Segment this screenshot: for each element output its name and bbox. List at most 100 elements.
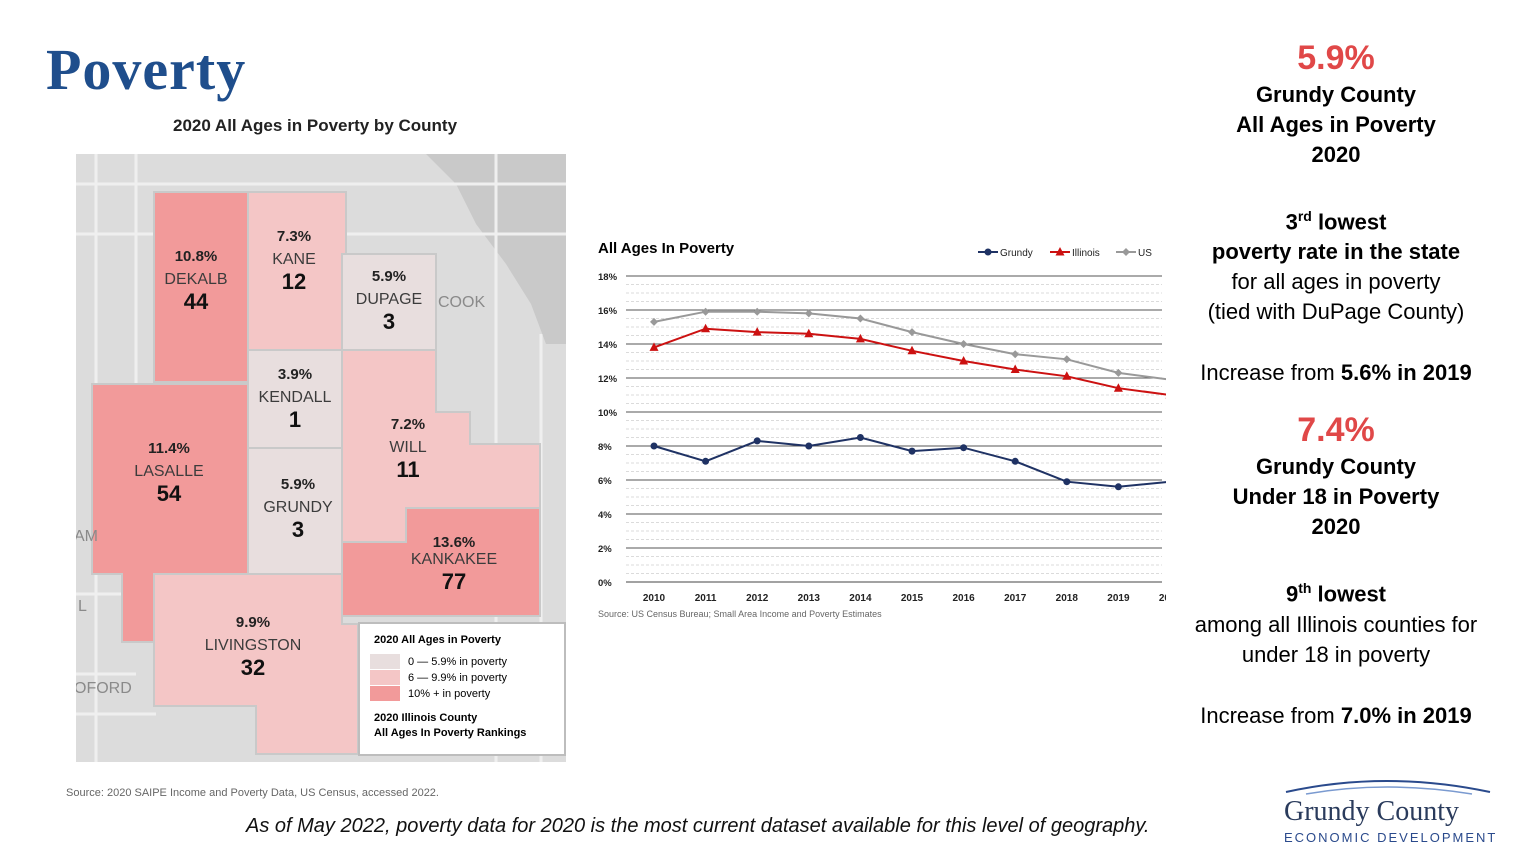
all-ages-line2: All Ages in Poverty (1236, 112, 1436, 137)
data-point-illinois (1010, 364, 1020, 373)
ghost-label-oford: OFORD (76, 680, 132, 697)
data-point-illinois (1062, 371, 1072, 380)
x-tick-label: 2010 (643, 593, 666, 604)
county-label-grundy: 5.9% GRUNDY 3 (252, 476, 344, 543)
county-pct: 5.9% (371, 268, 407, 285)
data-point-grundy (1063, 478, 1071, 486)
legend-item: 0 — 5.9% in poverty (370, 654, 507, 669)
chart-svg: 0% 2% 4% 6% 8% 10% 12% 14% 16% 18% 2010 2011 2012 201… (598, 247, 1182, 604)
x-tick-label: 2016 (952, 593, 975, 604)
county-pct: 5.9% (280, 476, 316, 493)
county-label-kane: 7.3% KANE 12 (252, 228, 336, 295)
all-ages-line3: 2020 (1311, 142, 1361, 167)
county-pct: 13.6% (432, 534, 476, 551)
county-rank: 77 (441, 569, 467, 594)
page-title: Poverty (46, 37, 247, 102)
county-name: DUPAGE (355, 291, 423, 308)
data-point-us (1062, 355, 1071, 364)
highlights-panel: 5.9% Grundy County All Ages in Poverty 2… (1176, 36, 1496, 731)
increase2: Increase from 7.0% in 2019 (1176, 701, 1496, 731)
data-point-grundy (650, 442, 658, 450)
data-point-grundy (1114, 483, 1122, 491)
y-tick-label: 2% (598, 544, 612, 555)
chart-source: Source: US Census Bureau; Small Area Inc… (598, 609, 882, 619)
legend-marker (1122, 248, 1130, 256)
legend-footer-2: All Ages In Poverty Rankings (374, 727, 527, 739)
data-point-illinois (907, 345, 917, 355)
rank1-line3: for all ages in poverty (1231, 269, 1441, 295)
series-line-illinois (653, 327, 1171, 396)
county-name: LIVINGSTON (204, 637, 302, 654)
all-ages-pct: 5.9% (1297, 39, 1375, 77)
county-pct: 9.9% (235, 614, 271, 631)
under18-line2: Under 18 in Poverty (1232, 484, 1440, 510)
county-pct: 7.2% (390, 416, 426, 433)
data-point-grundy (702, 457, 710, 465)
increase1: Increase from 5.6% in 2019 (1176, 358, 1496, 388)
under18-line3: 2020 (1311, 514, 1361, 540)
all-ages-line1: Grundy County (1255, 82, 1417, 107)
y-tick-label: 16% (598, 306, 618, 317)
y-tick-label: 4% (598, 510, 612, 521)
y-tick-label: 8% (598, 442, 612, 453)
rank2-rest: lowest (1311, 581, 1387, 607)
county-rank: 54 (156, 481, 182, 506)
county-map: 10.8% DEKALB 44 7.3% KANE 12 5.9% DUPAGE… (76, 154, 566, 762)
data-point-us (908, 328, 916, 337)
county-label-will: 7.2% WILL 11 (366, 416, 450, 483)
county-pct: 11.4% (148, 440, 190, 457)
data-point-illinois (752, 327, 762, 336)
rank2-num: 9 (1285, 581, 1299, 607)
county-name: KENDALL (258, 389, 332, 406)
logo-sub: ECONOMIC DEVELOPMENT (1284, 830, 1498, 845)
line-chart: 0% 2% 4% 6% 8% 10% 12% 14% 16% 18% 2010 2011 2012 201… (596, 236, 1182, 622)
rank1-rest: lowest (1311, 209, 1387, 235)
x-tick-label: 2020 (1159, 593, 1166, 604)
y-tick-label: 14% (598, 340, 618, 351)
county-rank: 32 (240, 655, 266, 680)
footnote: As of May 2022, poverty data for 2020 is… (246, 815, 1150, 837)
increase2-value: 7.0% in 2019 (1340, 702, 1472, 728)
county-label-dupage: 5.9% DUPAGE 3 (346, 268, 432, 335)
rank1-line4: (tied with DuPage County) (1207, 299, 1465, 325)
data-point-illinois (855, 333, 865, 343)
increase2-prefix: Increase from (1200, 702, 1341, 728)
legend-label: Grundy (1000, 248, 1033, 259)
county-pct: 10.8% (174, 248, 218, 265)
map-svg (76, 154, 566, 762)
county-rank: 12 (281, 269, 307, 294)
county-pct: 3.9% (277, 366, 313, 383)
logo-swoosh (1285, 780, 1491, 795)
ghost-label-l: L (78, 598, 87, 615)
logo: Grundy County ECONOMIC DEVELOPMENT (1276, 776, 1498, 846)
legend-swatch (370, 670, 400, 685)
legend-item: 6 — 9.9% in poverty (370, 670, 507, 685)
series-line-us (653, 310, 1171, 381)
y-tick-label: 18% (598, 272, 618, 283)
legend-title: 2020 All Ages in Poverty (374, 634, 501, 646)
under18-line1: Grundy County (1255, 454, 1417, 480)
county-rank: 44 (183, 289, 209, 314)
increase1-prefix: Increase from (1200, 360, 1341, 386)
county-name: LASALLE (134, 463, 204, 480)
data-point-grundy (856, 434, 864, 441)
under18-pct: 7.4% (1297, 411, 1375, 450)
county-label-dekalb: 10.8% DEKALB 44 (156, 248, 236, 315)
ghost-label-am: AM (76, 528, 98, 545)
x-tick-label: 2013 (798, 593, 821, 604)
rank1-heading: 3rd lowest (1176, 201, 1496, 237)
logo-name: Grundy County (1284, 796, 1459, 827)
data-point-illinois (1113, 383, 1123, 392)
x-tick-label: 2012 (746, 593, 769, 604)
legend-label: 0 — 5.9% in poverty (408, 655, 508, 668)
x-tick-label: 2017 (1004, 593, 1027, 604)
county-rank: 3 (382, 309, 396, 334)
data-point-grundy (1011, 457, 1019, 465)
data-point-illinois (959, 356, 969, 365)
data-point-illinois (649, 342, 659, 351)
county-name: GRUNDY (263, 499, 333, 516)
data-point-us (856, 314, 865, 323)
data-point-us (1114, 368, 1123, 377)
data-point-grundy (908, 447, 916, 455)
data-point-grundy (805, 442, 813, 450)
